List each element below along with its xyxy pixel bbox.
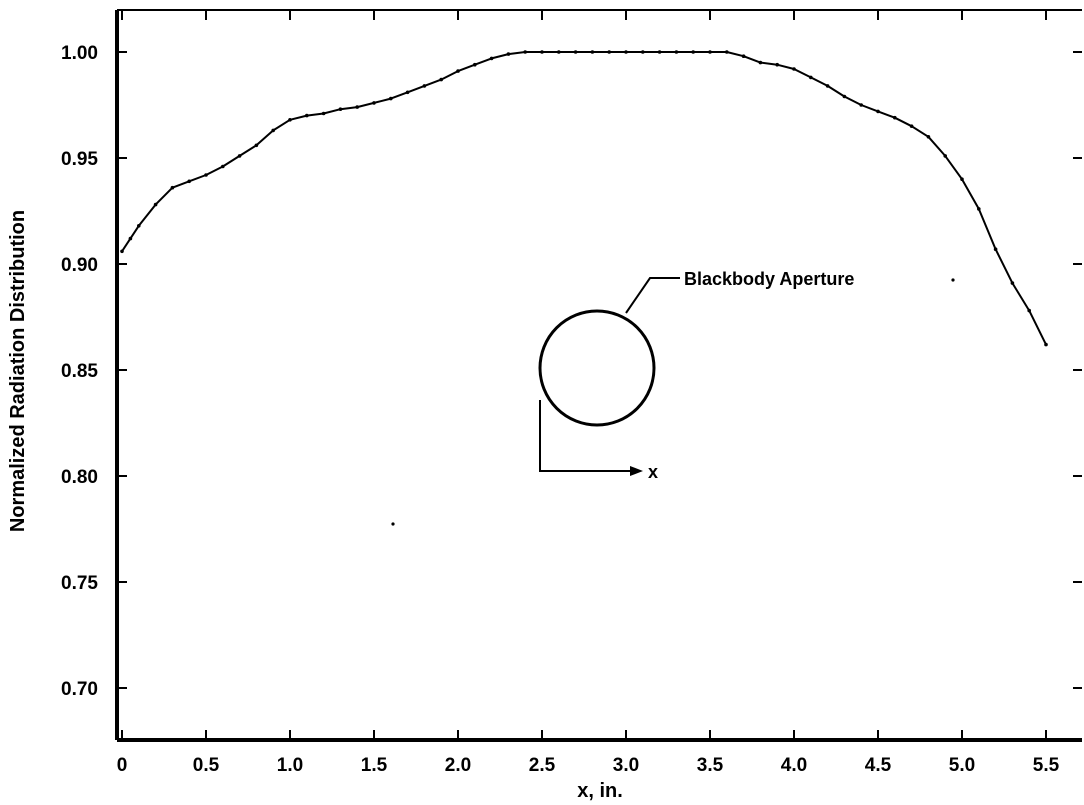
x-tick-labels: 0 0.5 1.0 1.5 2.0 2.5 3.0 3.5 4.0 4.5 5.0 5.5	[117, 755, 1060, 776]
data-point	[489, 56, 494, 61]
data-points	[120, 50, 1048, 347]
data-point	[893, 115, 897, 120]
data-point	[573, 50, 578, 54]
x-tick-label: 2.5	[529, 755, 556, 776]
data-point	[842, 94, 847, 99]
data-point	[1027, 308, 1031, 313]
inset-axis-line	[539, 400, 632, 472]
data-point	[909, 124, 914, 128]
y-tick-label: 0.70	[61, 679, 98, 700]
data-point	[607, 50, 611, 54]
x-tick-label: 5.5	[1033, 755, 1060, 776]
data-point	[120, 249, 124, 254]
data-point	[422, 84, 427, 88]
data-point	[876, 109, 880, 114]
inset-axis-arrowhead	[630, 466, 643, 476]
x-tick-label: 0.5	[193, 755, 220, 776]
data-point	[237, 154, 242, 158]
data-point	[540, 50, 544, 54]
x-axis-title: x, in.	[577, 780, 623, 802]
x-tick-label: 2.0	[445, 755, 471, 776]
x-tick-label: 5.0	[949, 755, 975, 776]
aperture-circle	[538, 309, 656, 427]
data-point	[271, 128, 276, 133]
data-point	[1044, 342, 1048, 347]
data-point	[170, 185, 175, 190]
y-tick-label: 0.80	[61, 467, 98, 488]
y-tick-label: 0.95	[61, 149, 98, 170]
data-point	[943, 154, 947, 158]
y-axis-title: Normalized Radiation Distribution	[7, 210, 29, 532]
y-tick-label: 1.00	[61, 43, 98, 64]
x-tick-label: 3.5	[697, 755, 724, 776]
data-point	[624, 50, 628, 54]
data-point	[389, 96, 393, 101]
data-point	[775, 62, 779, 67]
data-point	[1010, 281, 1015, 285]
data-point	[137, 224, 141, 228]
data-point	[187, 179, 191, 184]
stray-speck	[951, 278, 955, 282]
data-point	[372, 101, 376, 105]
x-tick-label: 1.0	[277, 755, 303, 776]
data-point	[128, 236, 133, 241]
x-tick-label: 4.5	[865, 755, 892, 776]
axes	[115, 9, 1082, 742]
data-point	[977, 207, 981, 211]
data-point	[993, 247, 998, 251]
data-point	[926, 135, 931, 139]
data-point	[691, 50, 695, 54]
series-line	[121, 51, 1047, 346]
y-tick-label: 0.85	[61, 361, 98, 382]
data-point	[254, 143, 259, 148]
data-point	[405, 90, 410, 95]
data-point	[960, 177, 964, 181]
data-series	[121, 51, 1047, 346]
data-point	[506, 52, 511, 56]
data-point	[439, 77, 444, 82]
x-tick-label: 1.5	[361, 755, 388, 776]
data-point	[473, 62, 477, 67]
aperture-inset: Blackbody Aperture x	[538, 269, 854, 482]
data-point	[725, 50, 729, 54]
y-tick-labels: 0.70 0.75 0.80 0.85 0.90 0.95 1.00	[61, 43, 98, 700]
data-point	[204, 173, 208, 177]
y-tick-label: 0.90	[61, 255, 98, 276]
data-point	[338, 107, 343, 111]
data-point	[825, 84, 830, 88]
data-point	[590, 50, 595, 54]
data-point	[557, 50, 561, 54]
data-point	[221, 164, 225, 169]
data-point	[792, 67, 796, 71]
inset-axis-label: x	[648, 462, 658, 482]
data-point	[523, 50, 527, 54]
data-point	[641, 50, 645, 54]
data-point	[859, 103, 863, 107]
data-point	[674, 50, 679, 54]
data-point	[288, 118, 292, 122]
aperture-label: Blackbody Aperture	[684, 269, 854, 289]
data-point	[657, 50, 662, 54]
data-point	[708, 50, 712, 54]
data-point	[153, 202, 158, 207]
x-tick-label: 3.0	[613, 755, 639, 776]
tick-marks	[117, 10, 1082, 740]
x-tick-label: 4.0	[781, 755, 807, 776]
data-point	[758, 60, 763, 65]
x-tick-label: 0	[117, 755, 128, 776]
data-point	[809, 75, 813, 80]
data-point	[321, 111, 326, 116]
stray-speck	[391, 522, 395, 526]
data-point	[741, 54, 746, 58]
data-point	[456, 69, 460, 73]
aperture-leader-line	[625, 277, 680, 314]
y-tick-label: 0.75	[61, 573, 98, 594]
data-point	[355, 105, 360, 109]
data-point	[305, 113, 309, 118]
